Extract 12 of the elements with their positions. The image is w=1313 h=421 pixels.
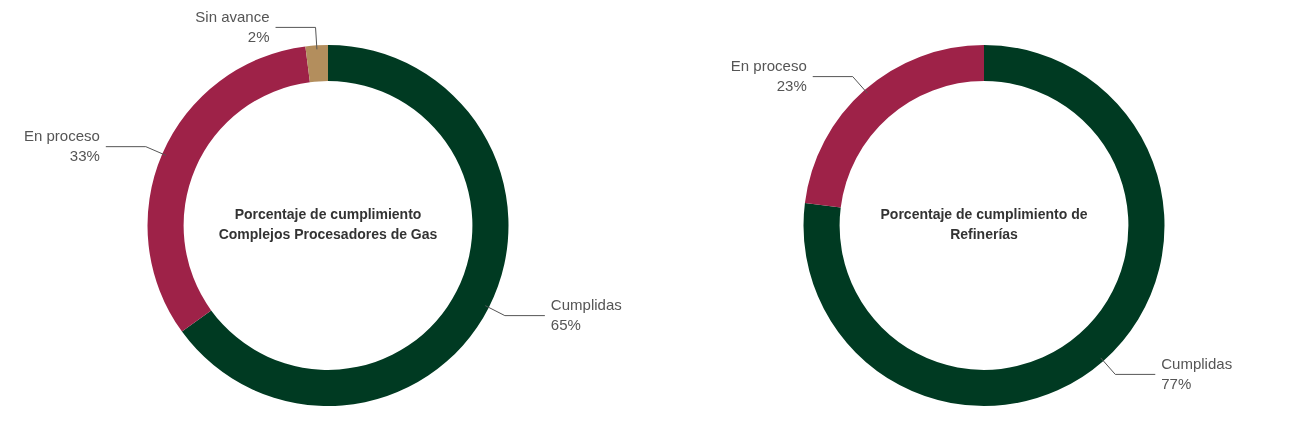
data-label: 77% [1161,374,1192,392]
text: Porcentaje de cumplimiento Complejos Procesadores de Gas [218,206,438,243]
text: Porcentaje de cumplimiento de Refinerías [880,206,1088,243]
data-label: 65% [550,315,581,333]
slice-label: Sin avance [195,7,270,25]
data-label: 23% [776,76,807,94]
slice-label: Cumplidas [1161,354,1233,372]
slice-label: Cumplidas [550,295,622,313]
slice-label: En proceso [23,126,100,144]
data-label: 33% [69,146,100,164]
slice-label: En proceso [730,56,807,74]
data-label: 2% [247,27,270,45]
